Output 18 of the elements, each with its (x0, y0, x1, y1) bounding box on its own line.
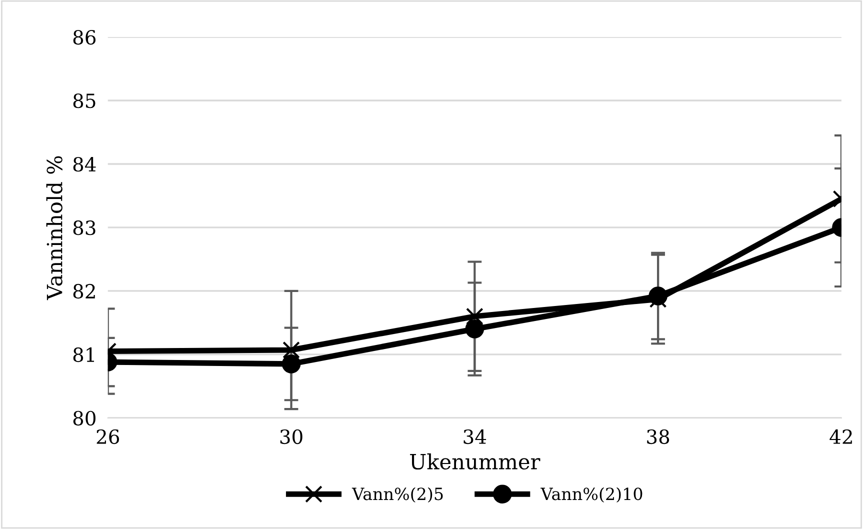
y-tick-label: 86 (73, 30, 96, 45)
y-axis-title: Vanninhold % (46, 156, 62, 300)
x-axis-title: Ukenummer (410, 453, 540, 470)
y-tick-label: 81 (73, 347, 94, 362)
point (466, 308, 484, 326)
y-tick-label: 85 (73, 93, 96, 108)
legend-label: Vann%(2)10 (540, 487, 642, 503)
x-tick-label: 30 (280, 429, 302, 444)
legend-label: Vann%(2)5 (352, 487, 443, 503)
y-tick-label: 82 (73, 284, 95, 299)
y-tick-label: 84 (73, 156, 96, 172)
x-tick-label: 26 (96, 429, 120, 444)
point (465, 320, 484, 338)
y-tick-label: 83 (73, 220, 96, 236)
x-tick-label: 38 (647, 429, 670, 444)
x-tick-label: 34 (464, 429, 486, 444)
x-tick-label: 42 (830, 429, 852, 444)
y-tick-label: 80 (73, 410, 96, 426)
